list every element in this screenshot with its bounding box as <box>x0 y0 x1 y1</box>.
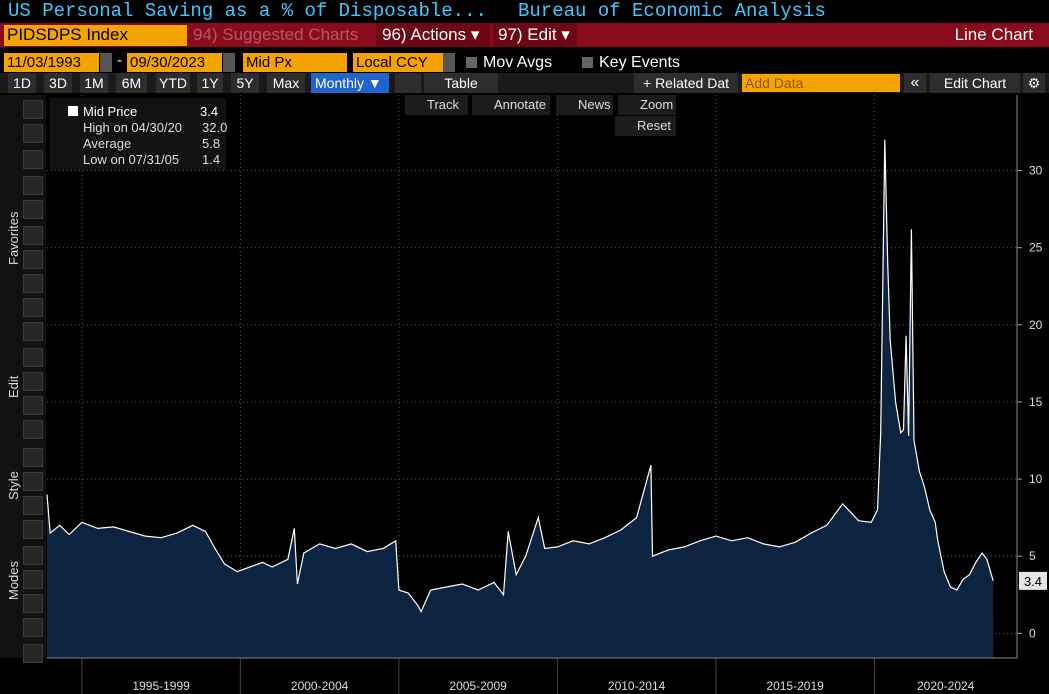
tool-icon[interactable] <box>23 496 43 515</box>
chart-tool[interactable]: Annotate <box>472 95 550 115</box>
last-value-badge <box>1019 571 1047 590</box>
ticker-field[interactable]: PIDSDPS Index <box>4 25 187 46</box>
y-tick-label: 30 <box>1029 164 1043 178</box>
security-title: US Personal Saving as a % of Disposable.… <box>8 0 487 22</box>
tool-icon[interactable] <box>23 298 43 317</box>
calendar-icon[interactable] <box>100 53 112 72</box>
y-tick-label: 20 <box>1029 318 1043 332</box>
legend-value: 32.0 <box>202 120 228 135</box>
period-button[interactable]: YTD <box>156 73 190 93</box>
x-band-label: 2020-2024 <box>917 679 975 693</box>
side-label: Edit <box>6 375 21 398</box>
actions-menu[interactable]: 96) Actions ▾ <box>376 23 490 47</box>
collapse-button[interactable]: « <box>904 73 926 93</box>
tool-icon[interactable] <box>23 644 43 663</box>
y-tick-label: 5 <box>1029 549 1036 563</box>
tool-icon[interactable] <box>23 150 43 169</box>
tool-icon[interactable] <box>23 200 43 219</box>
checkbox[interactable] <box>582 57 593 68</box>
legend-label: Low on 07/31/05 <box>83 152 180 167</box>
checkbox[interactable] <box>466 57 477 68</box>
period-button[interactable]: 1D <box>8 73 36 93</box>
y-tick-label: 0 <box>1029 626 1036 640</box>
legend-box <box>50 98 226 170</box>
period-button[interactable]: Max <box>267 73 305 93</box>
chart-tool[interactable]: Zoom <box>618 95 676 115</box>
legend-value: 1.4 <box>202 152 221 167</box>
tool-icon[interactable] <box>23 348 43 367</box>
tool-icon[interactable] <box>23 250 43 269</box>
legend-label: Mid Price <box>83 104 138 119</box>
suggested-charts[interactable]: 94) Suggested Charts <box>193 25 359 44</box>
tool-icon[interactable] <box>23 570 43 589</box>
tool-icon[interactable] <box>23 226 43 245</box>
x-band-label: 2010-2014 <box>608 679 666 693</box>
mov-avgs[interactable]: Mov Avgs <box>483 54 553 71</box>
x-band-label: 2005-2009 <box>449 679 507 693</box>
tool-icon[interactable] <box>23 396 43 415</box>
key-events[interactable]: Key Events <box>599 54 680 71</box>
legend-label: High on 04/30/20 <box>83 120 183 135</box>
tool-icon[interactable] <box>23 176 43 195</box>
field-select[interactable]: Mid Px <box>243 53 347 72</box>
source: Bureau of Economic Analysis <box>518 0 826 22</box>
edit-chart[interactable]: Edit Chart <box>930 73 1020 93</box>
chart-type: Line Chart <box>954 25 1033 44</box>
y-tick-label: 25 <box>1029 241 1043 255</box>
chart-icon-button[interactable] <box>395 73 421 93</box>
period-button[interactable]: 6M <box>116 73 147 93</box>
currency-select[interactable]: Local CCY <box>353 53 443 72</box>
y-tick-label: 15 <box>1029 395 1043 409</box>
tool-icon[interactable] <box>23 520 43 539</box>
legend-swatch <box>68 106 78 116</box>
period-button[interactable]: 5Y <box>231 73 259 93</box>
legend-value: 5.8 <box>202 136 221 151</box>
area <box>47 139 994 658</box>
x-band-label: 1995-1999 <box>132 679 190 693</box>
add-data[interactable]: Add Data <box>742 74 900 92</box>
side-label: Favorites <box>6 211 21 265</box>
x-band-label: 2015-2019 <box>766 679 824 693</box>
date-separator: - <box>117 52 122 69</box>
side-label: Modes <box>6 560 21 600</box>
tool-icon[interactable] <box>23 420 43 439</box>
legend-value: 3.4 <box>200 104 219 119</box>
tool-icon[interactable] <box>23 472 43 491</box>
tool-icon[interactable] <box>23 124 43 143</box>
end-date[interactable]: 09/30/2023 <box>127 53 222 72</box>
tool-icon[interactable] <box>23 322 43 341</box>
calendar-icon[interactable] <box>223 53 235 72</box>
x-band-label: 2000-2004 <box>291 679 349 693</box>
period-button[interactable]: 1M <box>80 73 108 93</box>
tool-icon[interactable] <box>23 372 43 391</box>
chart-tool[interactable]: Track <box>405 95 468 115</box>
line <box>46 139 994 614</box>
period-button[interactable]: 1Y <box>197 73 223 93</box>
settings-gear[interactable]: ⚙ <box>1023 73 1045 93</box>
tool-icon[interactable] <box>23 274 43 293</box>
related-data[interactable]: + Related Dat <box>634 73 738 93</box>
period-button[interactable]: 3D <box>44 73 72 93</box>
table-button[interactable]: Table <box>424 73 498 93</box>
frequency-select[interactable]: Monthly ▼ <box>311 73 389 93</box>
last-value-label: 3.4 <box>1024 574 1042 589</box>
chart-tool[interactable]: Reset <box>615 116 676 136</box>
start-date[interactable]: 11/03/1993 <box>4 53 99 72</box>
tool-icon[interactable] <box>23 448 43 467</box>
tool-icon[interactable] <box>23 594 43 613</box>
edit-menu[interactable]: 97) Edit ▾ <box>493 23 577 47</box>
legend-label: Average <box>83 136 132 151</box>
side-label: Style <box>6 471 21 500</box>
tool-icon[interactable] <box>23 100 43 119</box>
tool-icon[interactable] <box>23 618 43 637</box>
y-tick-label: 10 <box>1029 472 1043 486</box>
chart-tool[interactable]: News <box>556 95 613 115</box>
dropdown-arrow[interactable] <box>443 53 455 72</box>
tool-icon[interactable] <box>23 546 43 565</box>
